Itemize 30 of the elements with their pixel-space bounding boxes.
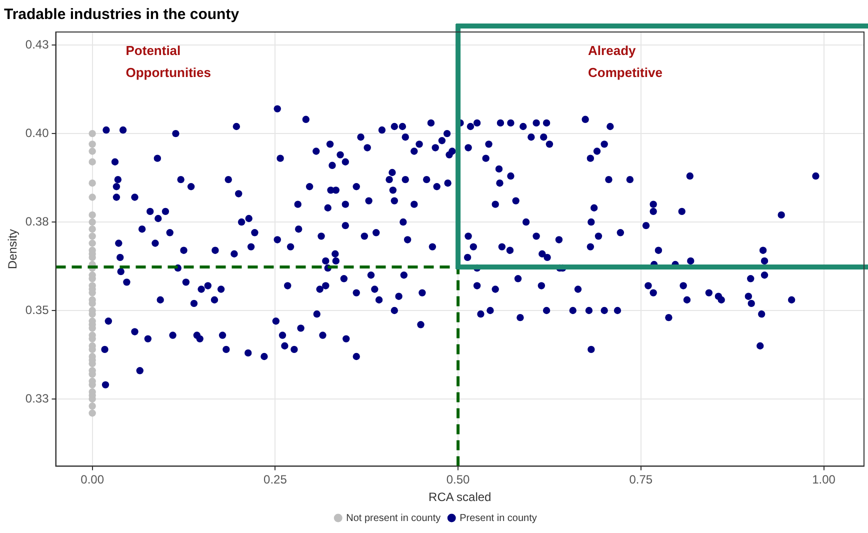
- point: [88, 402, 96, 410]
- y-tick-label: 0.40: [25, 126, 50, 140]
- point: [88, 194, 96, 201]
- y-tick-label: 0.43: [25, 37, 50, 52]
- y-tick-label: 0.38: [25, 214, 50, 228]
- x-tick-label: 0.75: [629, 472, 653, 487]
- point: [88, 226, 96, 233]
- x-tick-label: 0.25: [264, 472, 288, 487]
- point: [88, 410, 96, 417]
- point: [88, 180, 96, 187]
- point: [88, 158, 96, 166]
- point: [88, 130, 96, 138]
- y-tick-label: 0.35: [25, 302, 50, 317]
- y-tick-label: 0.33: [25, 391, 50, 406]
- chart-title: Tradable industries in the county: [4, 6, 240, 24]
- x-tick-label: 0.50: [446, 472, 470, 487]
- legend-label: Present in county: [460, 512, 537, 524]
- point: [88, 240, 96, 247]
- annotation: Potential Opportunities: [126, 42, 212, 82]
- annotation: Already Competitive: [588, 42, 664, 82]
- point: [88, 218, 96, 226]
- point: [88, 140, 96, 148]
- x-axis-title: RCA scaled: [428, 490, 492, 504]
- y-axis-title: Density: [6, 229, 20, 270]
- x-tick-label: 1.00: [812, 472, 836, 487]
- point: [88, 148, 96, 155]
- point: [88, 232, 96, 240]
- point: [88, 211, 96, 219]
- legend-label: Not present in county: [346, 512, 441, 524]
- x-tick-label: 0.00: [80, 472, 104, 487]
